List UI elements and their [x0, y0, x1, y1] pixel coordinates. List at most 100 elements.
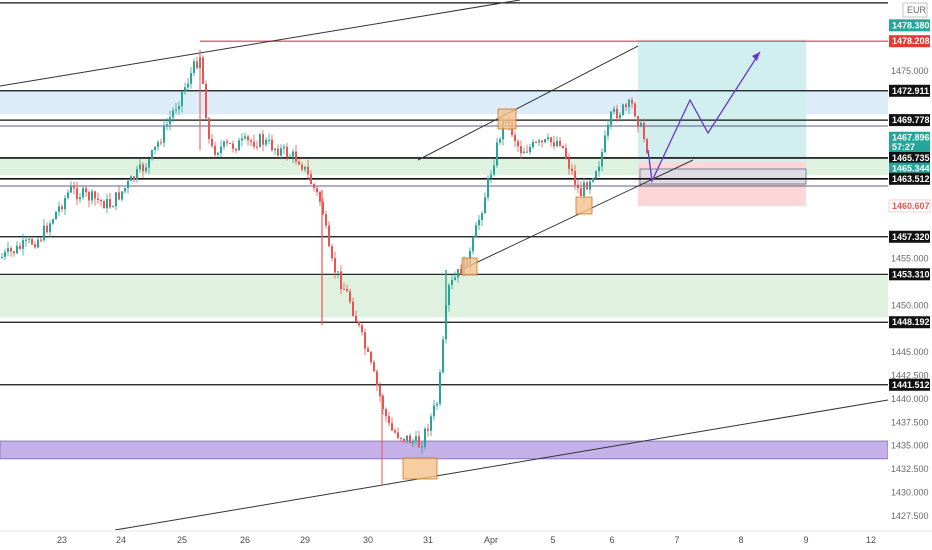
candle-body: [580, 188, 582, 197]
candle-body: [247, 136, 249, 141]
candle-body: [187, 83, 189, 88]
candle-body: [598, 166, 600, 172]
candle-body: [517, 141, 519, 147]
time-tick-label: 8: [738, 535, 743, 545]
candle-body: [475, 225, 477, 238]
candle-body: [415, 436, 417, 442]
candle-body: [322, 201, 324, 215]
price-tick-label: 1475.000: [891, 66, 929, 76]
trendline-1: [417, 45, 639, 161]
candle-body: [310, 174, 312, 185]
candle-body: [106, 199, 108, 209]
orange-marker-box-3: [575, 196, 593, 215]
price-tag-bg: [889, 35, 930, 48]
candle-body: [31, 239, 33, 245]
candle-body: [631, 99, 633, 104]
candle-body: [211, 138, 213, 146]
candle-body: [61, 206, 63, 210]
levels: [0, 2, 888, 386]
time-tick-label: 26: [240, 535, 250, 545]
zone-green-2: [0, 274, 888, 318]
price-tag-bg: [889, 151, 930, 164]
price-tick-label: 1450.000: [891, 300, 929, 310]
candle-body: [205, 83, 207, 119]
candle-body: [364, 332, 366, 349]
candle-body: [214, 145, 216, 155]
candle-body: [640, 122, 642, 127]
candle-body: [163, 125, 165, 143]
time-axis-bg: [0, 530, 932, 550]
candle-body: [496, 142, 498, 166]
candle-body: [244, 136, 246, 139]
candle-body: [379, 385, 381, 397]
candle-body: [562, 145, 564, 149]
candle-body: [361, 325, 363, 333]
candle-body: [394, 430, 396, 433]
candle-body: [493, 165, 495, 175]
candle-body: [46, 225, 48, 233]
price-tag-bg: [889, 84, 930, 97]
candle-body: [487, 177, 489, 198]
price-tick-label: 1430.000: [891, 488, 929, 498]
candle-body: [295, 151, 297, 162]
candle-body: [433, 405, 435, 417]
price-tag-label: 1478.380: [892, 20, 930, 30]
price-tag-bg: [889, 19, 930, 32]
candle-body: [499, 139, 501, 143]
candle-body: [94, 191, 96, 199]
candle-body: [217, 153, 219, 155]
candle-body: [196, 61, 198, 69]
candle-body: [622, 104, 624, 115]
candle-body: [100, 199, 102, 202]
zone-purple-3: [0, 440, 889, 460]
candle-body: [646, 139, 648, 153]
candle-body: [118, 192, 120, 200]
candle-body: [370, 351, 372, 363]
candle-body: [112, 206, 114, 208]
time-tick-label: 9: [803, 535, 808, 545]
candle-body: [340, 271, 342, 289]
candle-body: [412, 441, 414, 444]
candle-body: [595, 171, 597, 179]
candle-body: [10, 248, 12, 252]
candle-body: [298, 161, 300, 165]
candle-body: [424, 428, 426, 447]
candle-body: [304, 166, 306, 170]
candle-body: [427, 428, 429, 431]
candle-body: [268, 139, 270, 141]
candle-body: [136, 169, 138, 180]
candle-body: [514, 134, 516, 142]
candle-body: [532, 141, 534, 148]
candle-body: [613, 108, 615, 112]
candle-body: [103, 201, 105, 209]
candle-body: [238, 140, 240, 151]
candle-body: [571, 168, 573, 171]
candle-body: [586, 182, 588, 190]
candle-body: [391, 423, 393, 431]
candle-body: [274, 148, 276, 151]
candle-body: [133, 176, 135, 180]
price-tag-bg: [889, 316, 930, 329]
candle-body: [121, 191, 123, 200]
candle-body: [559, 140, 561, 146]
candle-body: [259, 134, 261, 147]
price-tag-bg: [889, 230, 930, 243]
candle-body: [91, 191, 93, 201]
candle-body: [25, 239, 27, 241]
candle-body: [127, 180, 129, 188]
candle-body: [619, 114, 621, 119]
price-tag-bg: [888, 199, 931, 213]
candle-body: [418, 436, 420, 448]
candle-body: [283, 146, 285, 149]
candle-body: [436, 403, 438, 406]
candle-body: [610, 111, 612, 125]
candle-body: [451, 279, 453, 285]
candle-body: [442, 339, 444, 373]
price-tag-bg: [889, 131, 930, 144]
price-tag-bg: [889, 268, 930, 281]
candle-body: [325, 214, 327, 226]
candle-body: [397, 432, 399, 438]
price-axis: 1475.000 1455.000 1450.000 1445.000 1442.500…: [888, 0, 932, 550]
